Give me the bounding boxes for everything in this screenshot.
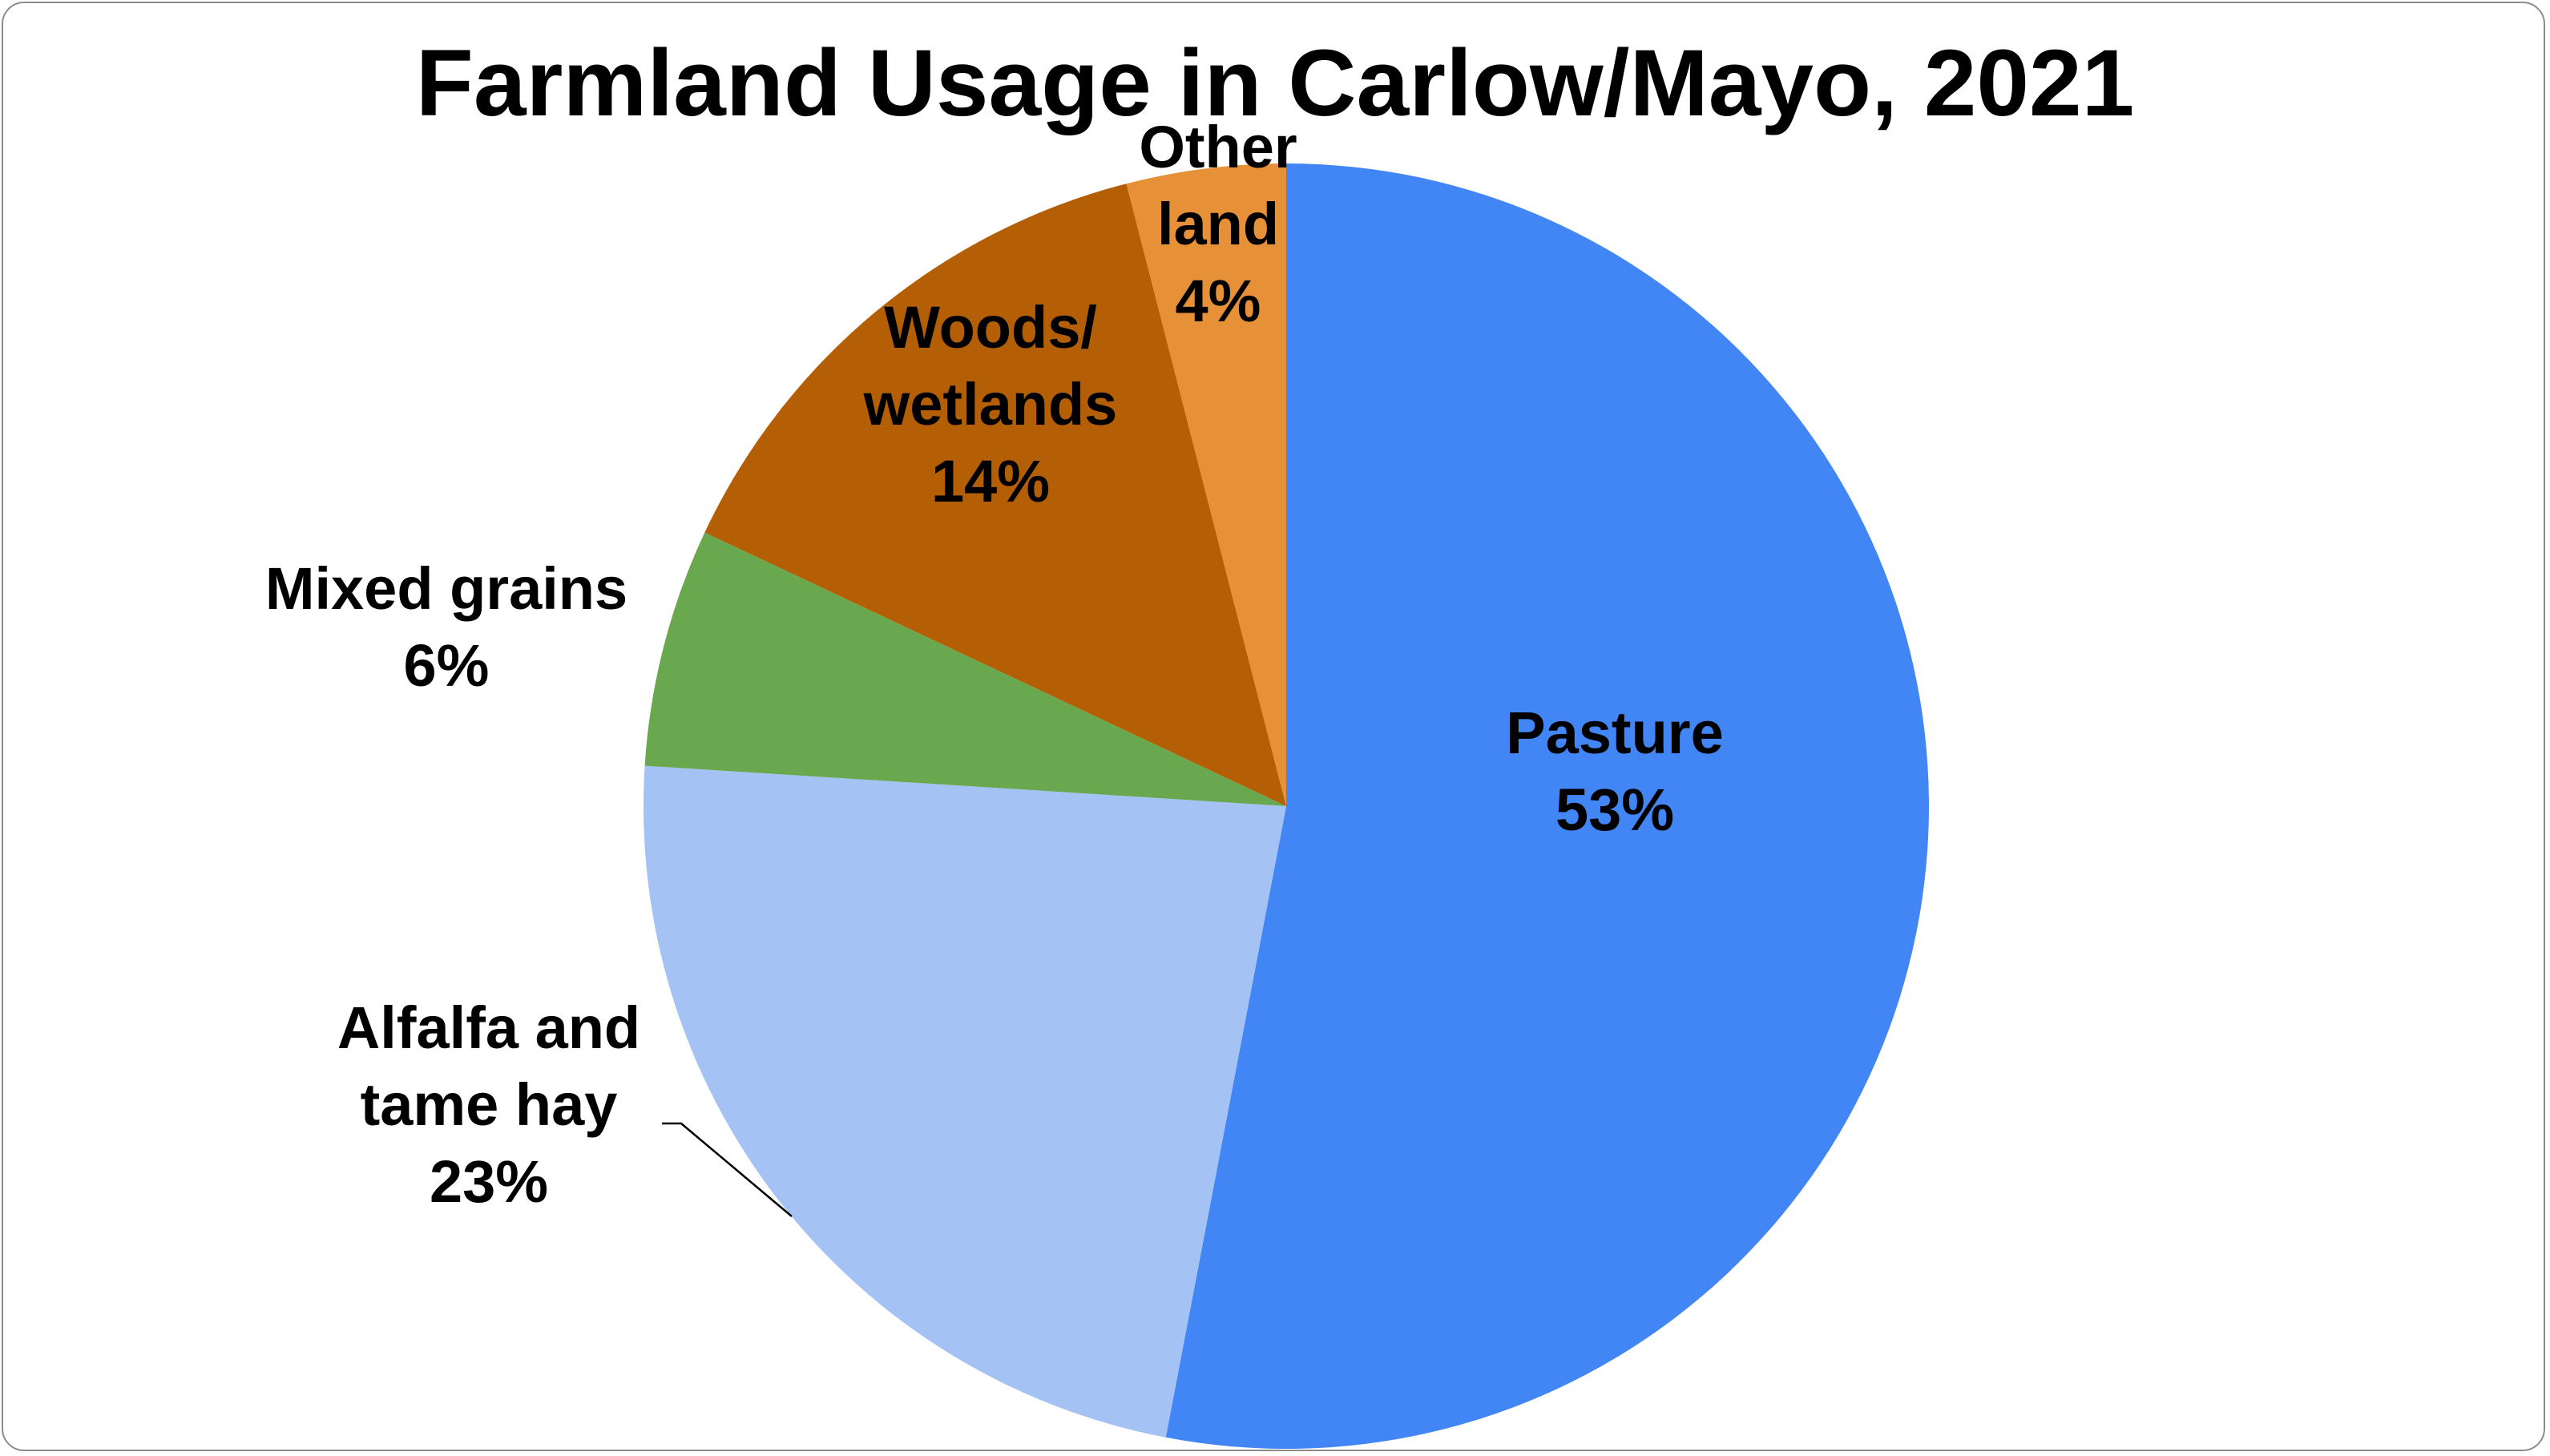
slice-label-line: 23% [430, 1148, 548, 1215]
pie-slice-other-land [1126, 163, 1286, 806]
slice-label-line: 53% [1555, 776, 1674, 843]
slice-label-line: tame hay [361, 1071, 618, 1138]
slice-label-line: 4% [1176, 268, 1261, 334]
leader-line-alfalfa [662, 1122, 793, 1217]
pie-slice-mixed-grains [644, 532, 1286, 806]
slice-label-pasture: Pasture 53% [1506, 700, 1723, 843]
slice-label-line: Mixed grains [265, 555, 627, 622]
slice-label-line: 6% [404, 632, 490, 699]
slice-label-alfalfa: Alfalfa and tame hay 23% [337, 994, 640, 1215]
slice-label-mixed-grains: Mixed grains 6% [265, 555, 627, 699]
slice-label-line: Woods/ [884, 294, 1097, 361]
slice-label-woods-wetlands: Woods/wetlands 14% [863, 294, 1118, 514]
chart-title: Farmland Usage in Carlow/Mayo, 2021 [415, 30, 2135, 136]
slice-label-line: Other [1139, 114, 1297, 180]
pie-slice-pasture [1165, 163, 1929, 1449]
slice-label-line: 14% [931, 448, 1050, 514]
pie-slice-woods-wetlands [704, 184, 1286, 807]
pie-slice-alfalfa [644, 765, 1286, 1438]
slice-label-line: Alfalfa and [337, 994, 640, 1061]
slice-label-other-land: Other land 4% [1139, 114, 1297, 334]
slice-label-line: land [1157, 191, 1279, 257]
slice-label-line: wetlands [863, 371, 1118, 438]
slice-label-line: Pasture [1506, 700, 1723, 766]
